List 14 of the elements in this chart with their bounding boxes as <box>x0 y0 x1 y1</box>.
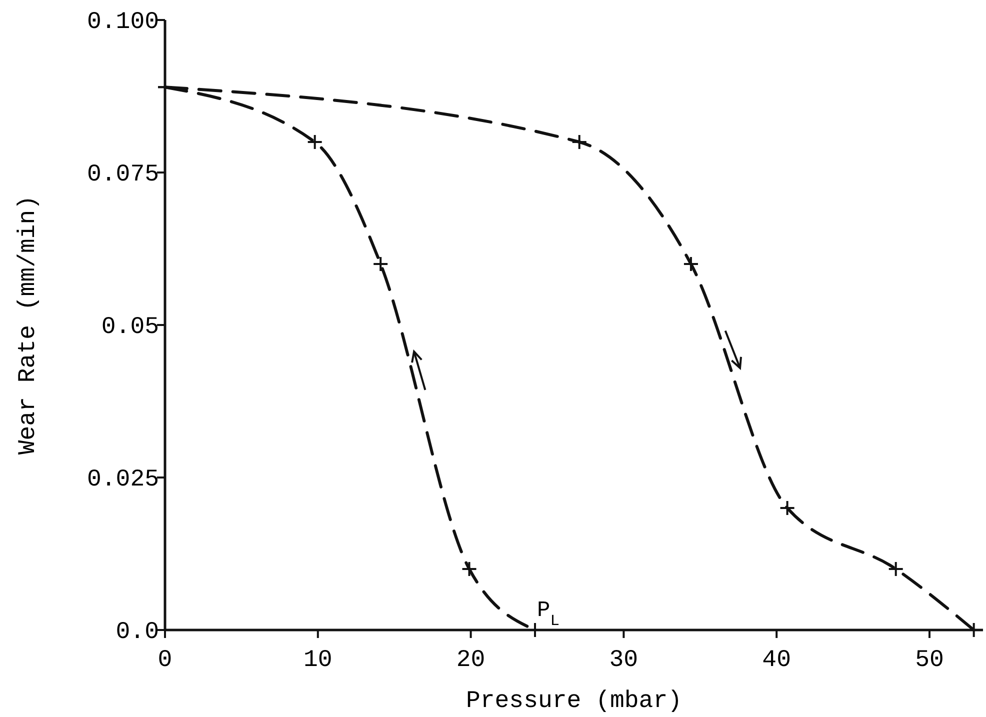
x-tick-label: 10 <box>303 647 332 674</box>
y-tick-label: 0.075 <box>86 162 159 188</box>
y-tick-label: 0.05 <box>101 314 159 341</box>
x-tick-label: 40 <box>762 647 791 674</box>
y-axis-title: Wear Rate (mm/min) <box>15 195 42 455</box>
x-tick-label: 50 <box>915 647 944 674</box>
y-tick-label: 0.0 <box>116 619 159 646</box>
annotation: P$_{L}$ <box>537 598 560 630</box>
x-tick-label: 20 <box>456 647 486 674</box>
y-tick-label: 0.100 <box>86 9 159 36</box>
x-tick-label: 0 <box>158 647 172 674</box>
x-tick-label: 30 <box>609 647 638 674</box>
x-axis-title: Pressure (mbar) <box>466 688 682 715</box>
y-tick-label: 0.025 <box>86 466 159 494</box>
